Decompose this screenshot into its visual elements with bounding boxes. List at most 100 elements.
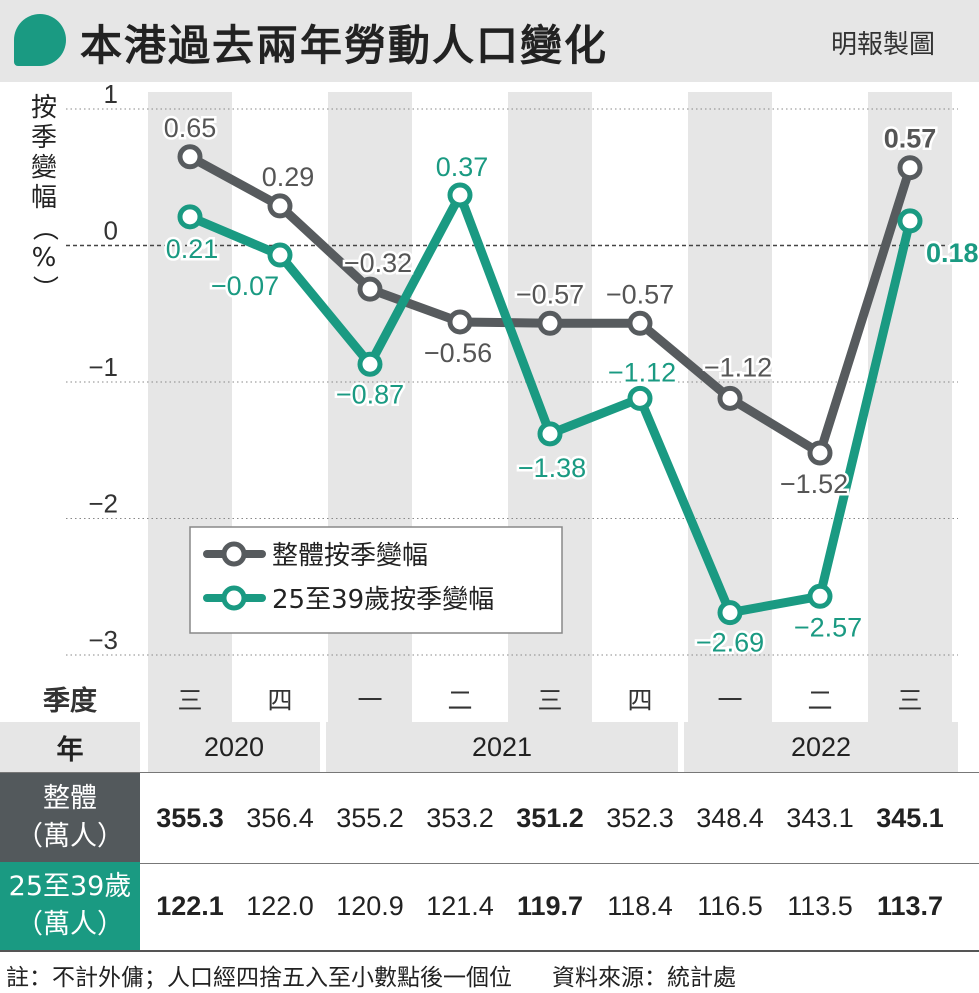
data-label: 0.21 <box>166 234 219 264</box>
overall-value-cell: 356.4 <box>246 802 314 833</box>
y-tick-label: −1 <box>88 352 118 382</box>
data-label: −1.52 <box>780 469 848 499</box>
quarter-row: 季度 三 四 一 二 三 四 一 二 三 <box>0 675 979 722</box>
overall-value-cell: 351.2 <box>516 802 584 833</box>
overall-row: 整體 （萬人） 355.3 356.4 355.2 353.2 351.2 352.3 34… <box>0 772 979 864</box>
data-label: −0.57 <box>516 279 584 309</box>
data-label: −2.69 <box>696 628 764 658</box>
legend: 整體按季變幅 25至39歲按季變幅 <box>189 526 563 634</box>
data-label: 0.29 <box>262 162 315 192</box>
data-point <box>627 310 653 336</box>
footnote-source: 資料來源：統計處 <box>552 965 736 991</box>
data-point <box>717 385 743 411</box>
quarter-label: 季度 <box>43 686 97 716</box>
data-label: 0.37 <box>436 152 489 182</box>
quarter-cell: 三 <box>508 675 592 722</box>
data-label: −1.12 <box>608 357 676 387</box>
data-label: −0.57 <box>606 279 674 309</box>
quarter-cell: 四 <box>627 686 653 715</box>
overall-value-cell: 355.3 <box>156 802 224 833</box>
year-cell-2020: 2020 <box>148 722 320 772</box>
shaded-column <box>688 92 772 675</box>
data-point <box>717 600 743 626</box>
data-label: −0.87 <box>336 379 404 409</box>
data-label: −0.56 <box>424 338 492 368</box>
data-point <box>897 155 923 181</box>
page-title: 本港過去兩年勞動人口變化 <box>80 21 609 70</box>
overall-value-cell: 348.4 <box>696 802 764 833</box>
data-point <box>267 193 293 219</box>
quarter-cell: 三 <box>148 675 232 722</box>
year-cell-2022: 2022 <box>684 722 958 772</box>
year-cell-2021: 2021 <box>326 722 678 772</box>
y-axis-label-char: 按 <box>31 93 57 123</box>
data-point <box>627 385 653 411</box>
overall-value-cell: 353.2 <box>426 802 494 833</box>
data-point <box>267 242 293 268</box>
y-axis-label-char: 幅 <box>31 183 57 213</box>
quarter-cell: 一 <box>688 675 772 722</box>
young-value-cell: 122.0 <box>246 890 314 921</box>
young-label-line1: 25至39歲 <box>8 871 132 902</box>
young-value-cell: 120.9 <box>336 890 404 921</box>
quarter-cell: 四 <box>267 686 293 715</box>
y-axis-label-char: % <box>32 243 57 273</box>
young-value-cell: 116.5 <box>697 890 763 921</box>
young-value-cell: 113.7 <box>876 890 944 921</box>
y-tick-label: 1 <box>104 82 118 109</box>
overall-value-cell: 343.1 <box>786 802 854 833</box>
young-value-cell: 121.4 <box>426 890 494 921</box>
data-point <box>807 583 833 609</box>
legend-marker-overall <box>221 541 247 567</box>
header: 本港過去兩年勞動人口變化 明報製圖 <box>0 0 979 82</box>
young-value-cell: 113.5 <box>787 890 853 921</box>
young-value-cell: 118.4 <box>607 890 673 921</box>
y-axis-label-char: 季 <box>31 123 57 153</box>
data-label: −1.12 <box>704 352 772 382</box>
y-axis-label-char: （ <box>29 215 59 241</box>
overall-label-line1: 整體 <box>43 783 97 814</box>
data-point <box>357 351 383 377</box>
young-value-cell: 119.7 <box>516 890 584 921</box>
data-label: −0.07 <box>211 271 279 301</box>
quarter-cell: 二 <box>807 686 833 715</box>
data-point <box>177 144 203 170</box>
shaded-column <box>868 92 952 675</box>
legend-marker-young <box>221 585 247 611</box>
y-tick-label: −3 <box>88 625 118 655</box>
data-label: −2.57 <box>794 612 862 642</box>
data-point <box>807 440 833 466</box>
quarter-cell: 二 <box>447 686 473 715</box>
quarter-cell: 一 <box>328 675 412 722</box>
footnote: 註：不計外傭；人口經四捨五入至小數點後一個位 資料來源：統計處 <box>6 958 736 992</box>
credit: 明報製圖 <box>830 30 935 60</box>
y-tick-label: 0 <box>104 216 118 246</box>
y-axis-label-char: ） <box>29 275 59 301</box>
young-label-line2: （萬人） <box>16 909 124 940</box>
data-point <box>447 309 473 335</box>
data-label: 0.57 <box>884 124 937 154</box>
speech-bubble-icon <box>14 14 66 66</box>
data-point <box>447 182 473 208</box>
data-point <box>537 310 563 336</box>
data-label: 0.18 <box>926 238 979 268</box>
y-tick-label: −2 <box>88 489 118 519</box>
overall-label-line2: （萬人） <box>16 821 124 852</box>
young-row: 25至39歲 （萬人） 122.1 122.0 120.9 121.4 119.7 118… <box>0 862 979 952</box>
y-axis-label-char: 變 <box>31 153 57 183</box>
young-row-label: 25至39歲 （萬人） <box>0 862 140 950</box>
overall-value-cell: 352.3 <box>606 802 674 833</box>
data-label: −1.38 <box>518 453 586 483</box>
data-point <box>897 208 923 234</box>
legend-label-overall: 整體按季變幅 <box>272 541 428 571</box>
data-label: −0.32 <box>344 248 412 278</box>
data-label: 0.65 <box>164 113 217 143</box>
overall-value-cell: 345.1 <box>876 802 944 833</box>
quarter-cell: 三 <box>868 675 952 722</box>
data-point <box>357 276 383 302</box>
data-point <box>537 421 563 447</box>
overall-value-cell: 355.2 <box>336 802 404 833</box>
footnote-note: 註：不計外傭；人口經四捨五入至小數點後一個位 <box>6 965 512 991</box>
year-row: 年 2020 2021 2022 <box>0 722 979 772</box>
